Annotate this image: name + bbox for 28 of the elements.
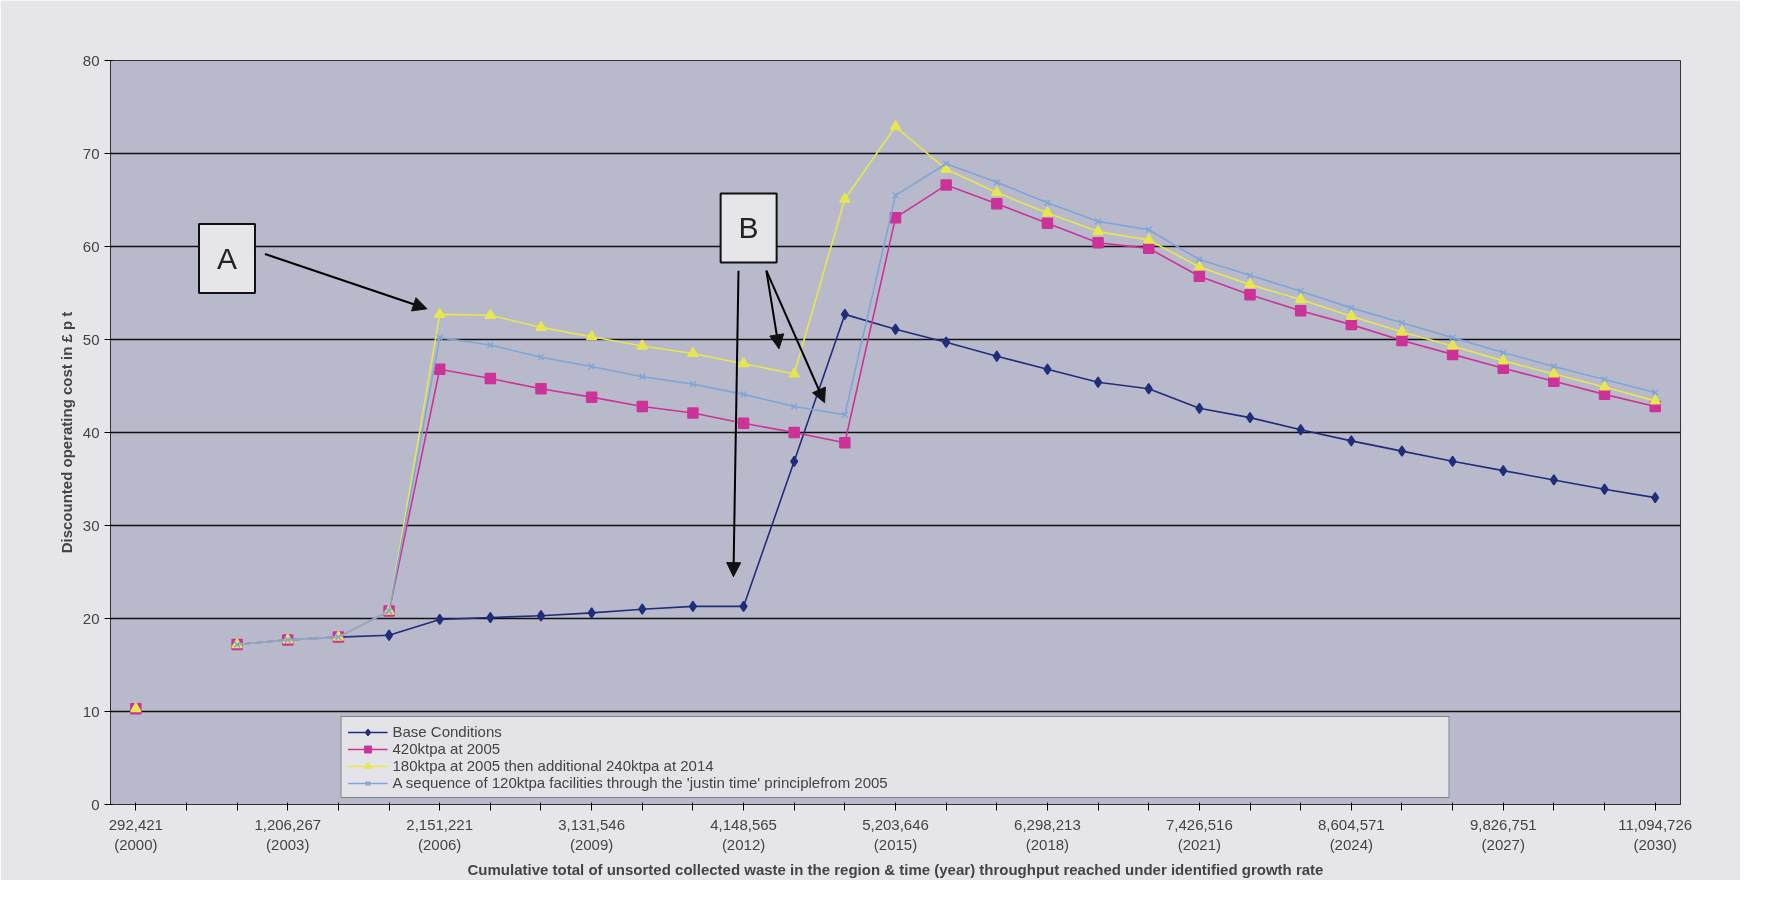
x-tick-label: 9,826,751 (2027)	[1469, 815, 1537, 853]
legend-label: Base Conditions	[392, 723, 503, 740]
x-tick-label: 3,131,546 (2009)	[558, 815, 625, 853]
annotation: B	[738, 211, 759, 245]
y-tick-label: 30	[82, 516, 100, 534]
y-tick-label: 0	[91, 795, 100, 813]
y-tick-label: 20	[82, 609, 100, 627]
x-tick-label: 7,426,516 (2021)	[1166, 815, 1233, 853]
x-tick-label: 6,298,213 (2018)	[1014, 815, 1081, 853]
y-tick-label: 80	[82, 51, 100, 69]
legend-label: 420ktpa at 2005	[392, 740, 502, 757]
x-tick-label: 4,148,565 (2012)	[710, 815, 777, 853]
annotation: A	[216, 242, 237, 276]
x-tick-label: 11,094,726 (2030)	[1618, 815, 1693, 853]
x-tick-label: 2,151,221 (2006)	[406, 815, 474, 853]
x-tick-label: 292,421 (2000)	[108, 815, 163, 853]
x-axis-title: Cumulative total of unsorted collected waste in the region & time (year) throughput reached under identified growth rate	[467, 860, 1324, 878]
y-tick-label: 40	[82, 423, 100, 441]
y-tick-label: 10	[82, 702, 100, 720]
x-tick-label: 5,203,646 (2015)	[862, 815, 929, 853]
y-tick-label: 60	[82, 237, 100, 255]
y-axis-title: Discounted operating cost in £ p t	[57, 311, 75, 554]
y-tick-label: 50	[82, 330, 100, 348]
legend-label: 180ktpa at 2005 then additional 240ktpa at 2014	[392, 757, 715, 774]
legend-label: A sequence of 120ktpa facilities through the 'justin time' principlefrom 2005	[392, 774, 889, 791]
y-tick-label: 70	[82, 144, 100, 162]
x-tick-label: 8,604,571 (2024)	[1317, 815, 1385, 853]
x-tick-label: 1,206,267 (2003)	[254, 815, 322, 853]
